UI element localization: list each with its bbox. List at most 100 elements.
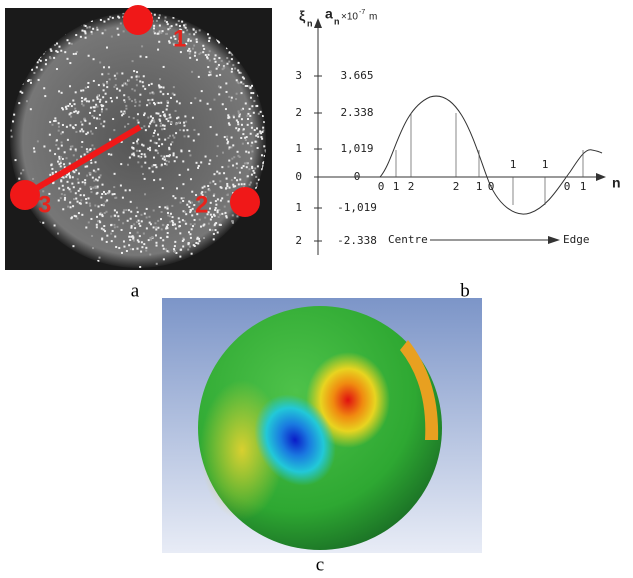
- speckle-dot: [165, 108, 168, 111]
- speckle-dot: [243, 183, 246, 186]
- speckle-dot: [183, 135, 186, 138]
- speckle-dot: [129, 231, 132, 234]
- speckle-dot: [182, 200, 185, 203]
- speckle-dot: [209, 159, 212, 162]
- speckle-dot: [244, 138, 247, 141]
- speckle-dot: [209, 213, 212, 216]
- speckle-dot: [235, 119, 238, 122]
- speckle-dot: [177, 217, 180, 220]
- speckle-dot: [72, 186, 75, 189]
- speckle-dot: [152, 164, 155, 167]
- speckle-dot: [230, 96, 233, 99]
- speckle-dot: [85, 198, 88, 201]
- speckle-dot: [93, 109, 96, 112]
- speckle-dot: [155, 112, 158, 115]
- speckle-dot: [162, 110, 165, 113]
- speckle-dot: [153, 179, 156, 182]
- speckle-dot: [201, 186, 204, 189]
- speckle-dot: [226, 185, 229, 188]
- speckle-dot: [133, 70, 136, 73]
- speckle-dot: [230, 146, 233, 149]
- speckle-dot: [59, 162, 62, 165]
- speckle-dot: [179, 232, 182, 235]
- speckle-dot: [237, 123, 240, 126]
- speckle-dot: [174, 37, 177, 40]
- speckle-dot: [257, 178, 260, 181]
- speckle-dot: [262, 126, 265, 129]
- speckle-dot: [206, 213, 209, 216]
- speckle-dot: [96, 105, 99, 108]
- speckle-dot: [105, 240, 108, 243]
- speckle-dot: [78, 202, 81, 205]
- speckle-dot: [74, 148, 77, 151]
- speckle-dot: [97, 259, 100, 262]
- speckle-dot: [187, 248, 190, 251]
- speckle-dot: [214, 207, 217, 210]
- speckle-dot: [90, 32, 93, 35]
- speckle-dot: [230, 136, 233, 139]
- speckle-dot: [62, 188, 65, 191]
- speckle-dot: [226, 62, 229, 65]
- speckle-dot: [255, 134, 258, 137]
- speckle-dot: [137, 138, 140, 141]
- speckle-dot: [215, 38, 218, 41]
- speckle-dot: [166, 236, 169, 239]
- speckle-dot: [44, 63, 47, 66]
- speckle-dot: [141, 143, 144, 146]
- speckle-dot: [193, 33, 196, 36]
- speckle-dot: [113, 223, 116, 226]
- speckle-dot: [62, 108, 65, 111]
- speckle-dot: [171, 204, 174, 207]
- speckle-dot: [138, 100, 141, 103]
- speckle-dot: [185, 42, 188, 45]
- speckle-dot: [259, 130, 262, 133]
- speckle-dot: [131, 146, 134, 149]
- speckle-dot: [207, 184, 210, 187]
- speckle-dot: [114, 77, 117, 80]
- speckle-dot: [72, 245, 75, 248]
- speckle-dot: [65, 107, 68, 110]
- speckle-dot: [85, 100, 88, 103]
- speckle-dot: [79, 202, 82, 205]
- speckle-dot: [135, 84, 138, 87]
- speckle-dot: [232, 116, 235, 119]
- speckle-dot: [56, 42, 59, 45]
- speckle-dot: [147, 147, 150, 150]
- speckle-dot: [208, 59, 211, 62]
- speckle-dot: [183, 26, 186, 29]
- axis-arrow: [596, 173, 606, 181]
- speckle-dot: [96, 186, 99, 189]
- speckle-dot: [225, 216, 228, 219]
- speckle-dot: [70, 42, 73, 45]
- speckle-dot: [198, 53, 201, 56]
- contour-region: [400, 340, 439, 440]
- speckle-dot: [72, 170, 75, 173]
- speckle-dot: [165, 21, 168, 24]
- axis-arrow: [314, 18, 322, 28]
- speckle-dot: [100, 196, 103, 199]
- node-label: 2: [408, 180, 415, 193]
- speckle-dot: [127, 209, 130, 212]
- speckle-dot: [136, 119, 139, 122]
- speckle-dot: [160, 163, 163, 166]
- speckle-dot: [202, 224, 205, 227]
- left-tick-label: 3: [295, 69, 302, 82]
- marker: [123, 5, 153, 35]
- speckle-dot: [87, 149, 90, 152]
- speckle-dot: [63, 163, 66, 166]
- speckle-dot: [137, 121, 140, 124]
- speckle-dot: [156, 101, 159, 104]
- speckle-dot: [148, 102, 151, 105]
- speckle-dot: [159, 78, 162, 81]
- speckle-dot: [42, 221, 45, 224]
- speckle-dot: [188, 205, 191, 208]
- speckle-dot: [132, 237, 135, 240]
- speckle-dot: [139, 55, 142, 58]
- speckle-dot: [134, 98, 137, 101]
- speckle-dot: [166, 100, 169, 103]
- speckle-dot: [171, 219, 174, 222]
- speckle-dot: [80, 199, 83, 202]
- speckle-dot: [125, 208, 128, 211]
- speckle-dot: [114, 196, 117, 199]
- speckle-dot: [90, 161, 93, 164]
